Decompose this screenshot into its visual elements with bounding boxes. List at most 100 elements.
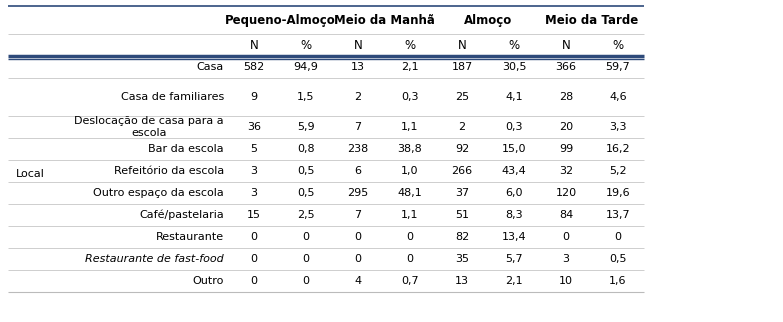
- Text: Local: Local: [16, 169, 45, 179]
- Text: 32: 32: [559, 166, 573, 176]
- Text: 7: 7: [355, 210, 362, 220]
- Text: 82: 82: [455, 232, 469, 242]
- Text: %: %: [301, 39, 312, 52]
- Text: 2,1: 2,1: [505, 276, 523, 286]
- Text: Bar da escola: Bar da escola: [148, 144, 224, 154]
- Text: N: N: [250, 39, 258, 52]
- Text: 28: 28: [559, 92, 573, 102]
- Text: 0: 0: [615, 232, 622, 242]
- Text: 13: 13: [351, 62, 365, 72]
- Text: 9: 9: [251, 92, 258, 102]
- Text: 0: 0: [406, 254, 413, 264]
- Text: 92: 92: [455, 144, 469, 154]
- Text: 13,4: 13,4: [502, 232, 526, 242]
- Text: 6: 6: [355, 166, 362, 176]
- Text: Meio da Tarde: Meio da Tarde: [546, 14, 639, 26]
- Text: 0,3: 0,3: [401, 92, 419, 102]
- Text: 10: 10: [559, 276, 573, 286]
- Text: 37: 37: [455, 188, 469, 198]
- Text: 3: 3: [251, 166, 258, 176]
- Text: 0,7: 0,7: [401, 276, 419, 286]
- Text: Outro: Outro: [193, 276, 224, 286]
- Text: Deslocação de casa para a
escola: Deslocação de casa para a escola: [74, 116, 224, 138]
- Text: 0,5: 0,5: [298, 188, 315, 198]
- Text: 8,3: 8,3: [505, 210, 523, 220]
- Text: 0: 0: [251, 254, 258, 264]
- Text: 7: 7: [355, 122, 362, 132]
- Text: 0: 0: [406, 232, 413, 242]
- Text: 2: 2: [458, 122, 466, 132]
- Text: 0: 0: [302, 254, 309, 264]
- Text: 5,2: 5,2: [609, 166, 627, 176]
- Text: 366: 366: [555, 62, 576, 72]
- Text: Restaurante: Restaurante: [156, 232, 224, 242]
- Text: 2,5: 2,5: [298, 210, 315, 220]
- Text: 187: 187: [451, 62, 473, 72]
- Text: 0,8: 0,8: [298, 144, 315, 154]
- Text: 0: 0: [302, 276, 309, 286]
- Text: Pequeno-Almoço: Pequeno-Almoço: [225, 14, 335, 26]
- Text: 48,1: 48,1: [398, 188, 422, 198]
- Text: 43,4: 43,4: [502, 166, 526, 176]
- Text: 266: 266: [452, 166, 473, 176]
- Text: 295: 295: [348, 188, 369, 198]
- Text: 120: 120: [555, 188, 576, 198]
- Text: 3: 3: [562, 254, 569, 264]
- Text: 25: 25: [455, 92, 469, 102]
- Text: 1,5: 1,5: [298, 92, 315, 102]
- Text: 6,0: 6,0: [505, 188, 523, 198]
- Text: 15,0: 15,0: [502, 144, 526, 154]
- Text: 1,1: 1,1: [401, 210, 419, 220]
- Text: 0: 0: [251, 276, 258, 286]
- Text: %: %: [612, 39, 623, 52]
- Text: 36: 36: [247, 122, 261, 132]
- Text: 13,7: 13,7: [606, 210, 630, 220]
- Text: Café/pastelaria: Café/pastelaria: [139, 210, 224, 220]
- Text: N: N: [561, 39, 570, 52]
- Text: 30,5: 30,5: [502, 62, 526, 72]
- Text: 35: 35: [455, 254, 469, 264]
- Text: 5: 5: [251, 144, 258, 154]
- Text: 59,7: 59,7: [605, 62, 630, 72]
- Text: 51: 51: [455, 210, 469, 220]
- Text: 5,7: 5,7: [505, 254, 523, 264]
- Text: 3: 3: [251, 188, 258, 198]
- Text: 5,9: 5,9: [298, 122, 315, 132]
- Text: N: N: [457, 39, 467, 52]
- Text: 0: 0: [355, 254, 362, 264]
- Text: %: %: [405, 39, 416, 52]
- Text: 582: 582: [244, 62, 265, 72]
- Text: Meio da Manhã: Meio da Manhã: [334, 14, 435, 26]
- Text: 1,0: 1,0: [401, 166, 419, 176]
- Text: Restaurante de fast-food: Restaurante de fast-food: [85, 254, 224, 264]
- Text: 238: 238: [348, 144, 369, 154]
- Text: 15: 15: [247, 210, 261, 220]
- Text: 0,5: 0,5: [298, 166, 315, 176]
- Text: 3,3: 3,3: [609, 122, 626, 132]
- Text: 13: 13: [455, 276, 469, 286]
- Text: 94,9: 94,9: [294, 62, 319, 72]
- Text: Casa de familiares: Casa de familiares: [121, 92, 224, 102]
- Text: 38,8: 38,8: [398, 144, 422, 154]
- Text: 0: 0: [251, 232, 258, 242]
- Text: 2,1: 2,1: [401, 62, 419, 72]
- Text: 0: 0: [562, 232, 569, 242]
- Text: 4: 4: [355, 276, 362, 286]
- Text: 99: 99: [559, 144, 573, 154]
- Text: Refeitório da escola: Refeitório da escola: [114, 166, 224, 176]
- Text: Casa: Casa: [197, 62, 224, 72]
- Text: 1,6: 1,6: [609, 276, 626, 286]
- Text: 2: 2: [355, 92, 362, 102]
- Text: 0: 0: [355, 232, 362, 242]
- Text: 4,6: 4,6: [609, 92, 627, 102]
- Text: 1,1: 1,1: [401, 122, 419, 132]
- Text: 0,5: 0,5: [609, 254, 626, 264]
- Text: Outro espaço da escola: Outro espaço da escola: [93, 188, 224, 198]
- Text: N: N: [354, 39, 363, 52]
- Text: 4,1: 4,1: [505, 92, 523, 102]
- Text: 0,3: 0,3: [505, 122, 523, 132]
- Text: 84: 84: [559, 210, 573, 220]
- Text: 0: 0: [302, 232, 309, 242]
- Text: %: %: [508, 39, 520, 52]
- Text: Almoço: Almoço: [464, 14, 512, 26]
